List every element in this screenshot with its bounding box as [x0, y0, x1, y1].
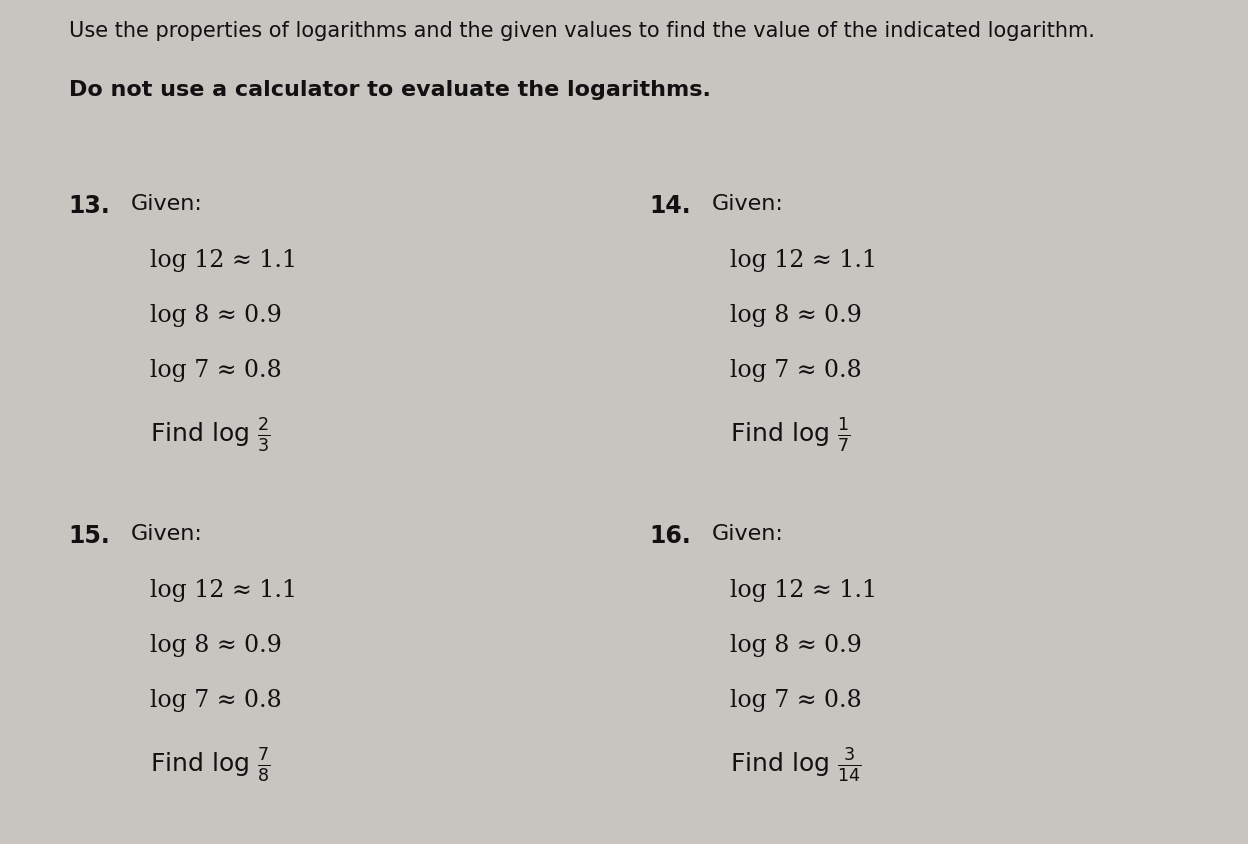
Text: log 8 ≈ 0.9: log 8 ≈ 0.9: [150, 304, 282, 327]
Text: log 7 ≈ 0.8: log 7 ≈ 0.8: [730, 688, 862, 711]
Text: Given:: Given:: [711, 194, 784, 214]
Text: log 7 ≈ 0.8: log 7 ≈ 0.8: [150, 688, 282, 711]
Text: Given:: Given:: [131, 523, 203, 544]
Text: $\mathrm{Find\ log}\ \frac{1}{7}$: $\mathrm{Find\ log}\ \frac{1}{7}$: [730, 416, 851, 453]
Text: log 8 ≈ 0.9: log 8 ≈ 0.9: [150, 633, 282, 656]
Text: Given:: Given:: [711, 523, 784, 544]
Text: 14.: 14.: [649, 194, 690, 218]
Text: Given:: Given:: [131, 194, 203, 214]
Text: 16.: 16.: [649, 523, 690, 547]
Text: log 12 ≈ 1.1: log 12 ≈ 1.1: [150, 578, 297, 601]
Text: log 12 ≈ 1.1: log 12 ≈ 1.1: [150, 249, 297, 272]
Text: log 8 ≈ 0.9: log 8 ≈ 0.9: [730, 633, 862, 656]
Text: Do not use a calculator to evaluate the logarithms.: Do not use a calculator to evaluate the …: [69, 80, 710, 100]
Text: $\mathrm{Find\ log}\ \frac{2}{3}$: $\mathrm{Find\ log}\ \frac{2}{3}$: [150, 416, 271, 453]
Text: $\mathrm{Find\ log}\ \frac{3}{14}$: $\mathrm{Find\ log}\ \frac{3}{14}$: [730, 745, 861, 782]
Text: log 12 ≈ 1.1: log 12 ≈ 1.1: [730, 249, 877, 272]
Text: log 7 ≈ 0.8: log 7 ≈ 0.8: [730, 359, 862, 381]
Text: Use the properties of logarithms and the given values to find the value of the i: Use the properties of logarithms and the…: [69, 21, 1094, 41]
Text: log 8 ≈ 0.9: log 8 ≈ 0.9: [730, 304, 862, 327]
Text: log 7 ≈ 0.8: log 7 ≈ 0.8: [150, 359, 282, 381]
Text: log 12 ≈ 1.1: log 12 ≈ 1.1: [730, 578, 877, 601]
Text: 15.: 15.: [69, 523, 110, 547]
Text: $\mathrm{Find\ log}\ \frac{7}{8}$: $\mathrm{Find\ log}\ \frac{7}{8}$: [150, 745, 271, 782]
Text: 13.: 13.: [69, 194, 110, 218]
